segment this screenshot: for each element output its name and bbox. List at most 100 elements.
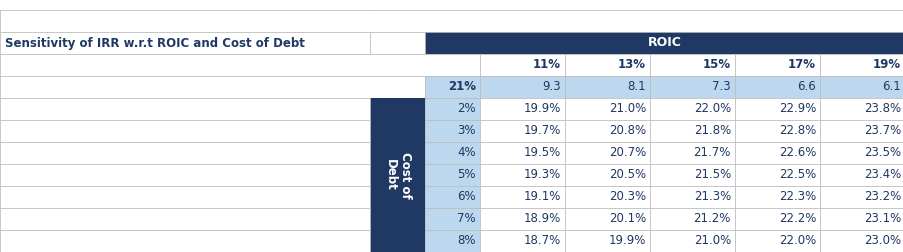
Bar [479, 54, 564, 76]
Bar [819, 208, 903, 230]
Bar [819, 120, 903, 142]
Text: 22.8%: 22.8% [777, 124, 815, 138]
Bar [734, 54, 819, 76]
Text: 22.0%: 22.0% [777, 235, 815, 247]
Bar [0, 142, 369, 164]
Bar [479, 76, 564, 98]
Bar [819, 164, 903, 186]
Bar [564, 208, 649, 230]
Bar [424, 32, 903, 54]
Text: 21%: 21% [448, 80, 476, 93]
Bar [424, 120, 479, 142]
Bar [0, 54, 479, 76]
Text: 19.9%: 19.9% [523, 103, 561, 115]
Text: 20.1%: 20.1% [608, 212, 646, 226]
Bar [479, 120, 564, 142]
Text: 22.6%: 22.6% [777, 146, 815, 160]
Bar [479, 186, 564, 208]
Bar [649, 208, 734, 230]
Text: 9.3: 9.3 [542, 80, 561, 93]
Text: 19.3%: 19.3% [523, 169, 561, 181]
Bar [424, 142, 479, 164]
Bar [649, 164, 734, 186]
Text: 2%: 2% [457, 103, 476, 115]
Bar [424, 76, 479, 98]
Bar [479, 230, 564, 252]
Text: Cost of
Debt: Cost of Debt [383, 152, 411, 198]
Text: Sensitivity of IRR w.r.t ROIC and Cost of Debt: Sensitivity of IRR w.r.t ROIC and Cost o… [5, 37, 304, 49]
Text: 21.2%: 21.2% [693, 212, 731, 226]
Text: 23.0%: 23.0% [863, 235, 900, 247]
Text: 23.5%: 23.5% [863, 146, 900, 160]
Text: 21.3%: 21.3% [693, 191, 731, 204]
Bar [0, 98, 369, 120]
Text: 5%: 5% [457, 169, 476, 181]
Bar [649, 98, 734, 120]
Bar [564, 230, 649, 252]
Bar [734, 142, 819, 164]
Text: 22.2%: 22.2% [777, 212, 815, 226]
Bar [0, 32, 369, 54]
Text: 23.2%: 23.2% [862, 191, 900, 204]
Text: 6.6: 6.6 [796, 80, 815, 93]
Bar [479, 98, 564, 120]
Text: 23.7%: 23.7% [862, 124, 900, 138]
Text: 19.5%: 19.5% [523, 146, 561, 160]
Text: 23.4%: 23.4% [862, 169, 900, 181]
Text: 13%: 13% [618, 58, 646, 72]
Text: 4%: 4% [457, 146, 476, 160]
Bar [479, 142, 564, 164]
Text: 7.3: 7.3 [712, 80, 731, 93]
Bar [564, 98, 649, 120]
Text: 7%: 7% [457, 212, 476, 226]
Text: 20.7%: 20.7% [608, 146, 646, 160]
Bar [564, 142, 649, 164]
Text: 15%: 15% [703, 58, 731, 72]
Text: 20.5%: 20.5% [609, 169, 646, 181]
Text: 18.7%: 18.7% [523, 235, 561, 247]
Text: 18.9%: 18.9% [523, 212, 561, 226]
Bar [0, 208, 369, 230]
Bar [734, 230, 819, 252]
Bar [649, 142, 734, 164]
Text: 21.7%: 21.7% [693, 146, 731, 160]
Bar [424, 164, 479, 186]
Text: 19.9%: 19.9% [608, 235, 646, 247]
Text: 17%: 17% [787, 58, 815, 72]
Text: 21.0%: 21.0% [608, 103, 646, 115]
Bar [0, 164, 369, 186]
Text: 11%: 11% [533, 58, 561, 72]
Bar [0, 10, 903, 32]
Bar [649, 76, 734, 98]
Text: 23.1%: 23.1% [862, 212, 900, 226]
Bar [564, 120, 649, 142]
Text: 22.3%: 22.3% [777, 191, 815, 204]
Text: 21.0%: 21.0% [693, 235, 731, 247]
Bar [734, 164, 819, 186]
Bar [734, 76, 819, 98]
Bar [649, 230, 734, 252]
Text: 20.3%: 20.3% [609, 191, 646, 204]
Text: 23.8%: 23.8% [863, 103, 900, 115]
Text: 21.8%: 21.8% [693, 124, 731, 138]
Bar [479, 164, 564, 186]
Bar [0, 76, 424, 98]
Text: 19.7%: 19.7% [523, 124, 561, 138]
Bar [734, 98, 819, 120]
Bar [564, 54, 649, 76]
Text: 22.9%: 22.9% [777, 103, 815, 115]
Text: 19%: 19% [872, 58, 900, 72]
Text: 20.8%: 20.8% [609, 124, 646, 138]
Bar [0, 230, 369, 252]
Bar [479, 208, 564, 230]
Bar [564, 186, 649, 208]
Bar [819, 230, 903, 252]
Text: 8%: 8% [457, 235, 476, 247]
Text: 3%: 3% [457, 124, 476, 138]
Text: 8.1: 8.1 [627, 80, 646, 93]
Text: 6.1: 6.1 [881, 80, 900, 93]
Text: 22.0%: 22.0% [693, 103, 731, 115]
Bar [424, 230, 479, 252]
Bar [734, 120, 819, 142]
Bar [0, 186, 369, 208]
